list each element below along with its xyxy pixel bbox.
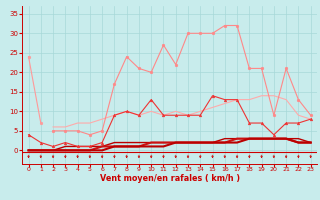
- X-axis label: Vent moyen/en rafales ( km/h ): Vent moyen/en rafales ( km/h ): [100, 174, 240, 183]
